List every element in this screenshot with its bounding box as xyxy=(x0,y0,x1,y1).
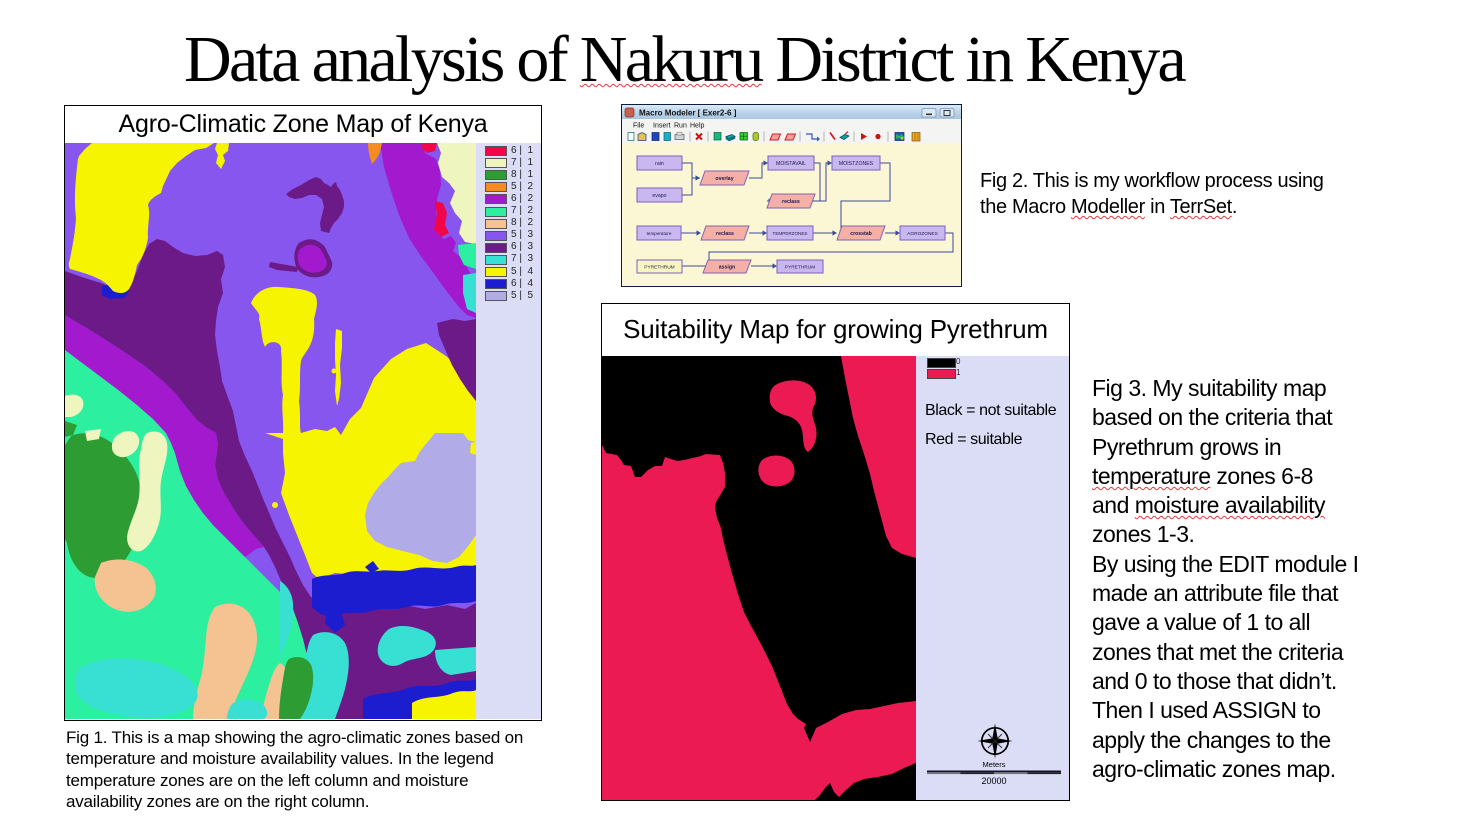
svg-text:Meters: Meters xyxy=(983,760,1006,769)
svg-text:reclass: reclass xyxy=(782,199,800,205)
svg-text:Insert: Insert xyxy=(653,123,671,130)
svg-text:Run: Run xyxy=(674,123,687,130)
svg-text:rain: rain xyxy=(655,161,664,167)
svg-text:File: File xyxy=(633,123,644,130)
svg-text:overlay: overlay xyxy=(715,176,733,182)
svg-text:assign: assign xyxy=(719,265,735,271)
svg-text:Help: Help xyxy=(690,123,705,130)
svg-text:temperature: temperature xyxy=(647,231,672,236)
svg-text:TEMPERZONES: TEMPERZONES xyxy=(773,231,808,236)
svg-text:20000: 20000 xyxy=(981,776,1006,786)
svg-text:AGROZONES: AGROZONES xyxy=(907,231,938,237)
svg-text:reclass: reclass xyxy=(716,231,734,237)
svg-text:Macro Modeler [ Exer2-6 ]: Macro Modeler [ Exer2-6 ] xyxy=(639,109,737,118)
svg-text:MOISTAVAIL: MOISTAVAIL xyxy=(776,161,806,167)
svg-text:PYRETHRUM: PYRETHRUM xyxy=(785,265,815,271)
svg-text:MOISTZONES: MOISTZONES xyxy=(839,161,874,167)
svg-text:PYRETHRUM: PYRETHRUM xyxy=(644,265,674,271)
svg-text:evapo: evapo xyxy=(652,193,666,199)
svg-text:crosstab: crosstab xyxy=(850,231,872,237)
